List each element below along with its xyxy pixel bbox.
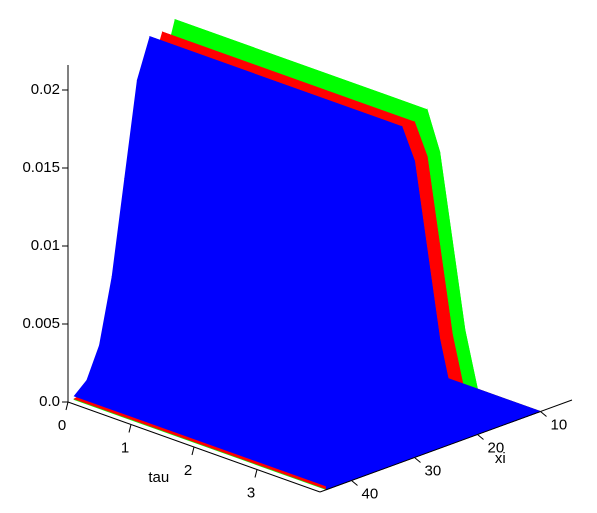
z-tick-label: 0.01 (31, 237, 60, 254)
xi-tick (414, 457, 421, 463)
xi-tick (351, 480, 358, 486)
z-tick-label: 0.005 (22, 315, 60, 332)
x-axis-label: tau (148, 469, 169, 486)
tau-tick-label: 2 (184, 462, 192, 479)
tau-tick (254, 469, 258, 478)
xi-tick (477, 434, 484, 440)
z-tick-label: 0.0 (39, 393, 60, 410)
tau-tick (128, 424, 132, 433)
xi-axis (319, 399, 573, 493)
xi-tick-label: 20 (488, 439, 505, 456)
tau-tick-label: 0 (58, 417, 66, 434)
xi-tick (540, 411, 547, 417)
tau-tick (191, 446, 195, 456)
z-tick-label: 0.02 (31, 81, 60, 98)
tau-tick-label: 1 (121, 439, 129, 456)
tau-tick (65, 401, 69, 411)
y-axis-label: xi (495, 450, 506, 467)
tau-tick-label: 3 (247, 484, 255, 501)
xi-tick-label: 30 (425, 462, 442, 479)
xi-tick-label: 40 (362, 485, 379, 502)
xi-tick-label: 10 (551, 416, 568, 433)
z-tick-label: 0.015 (22, 159, 60, 176)
